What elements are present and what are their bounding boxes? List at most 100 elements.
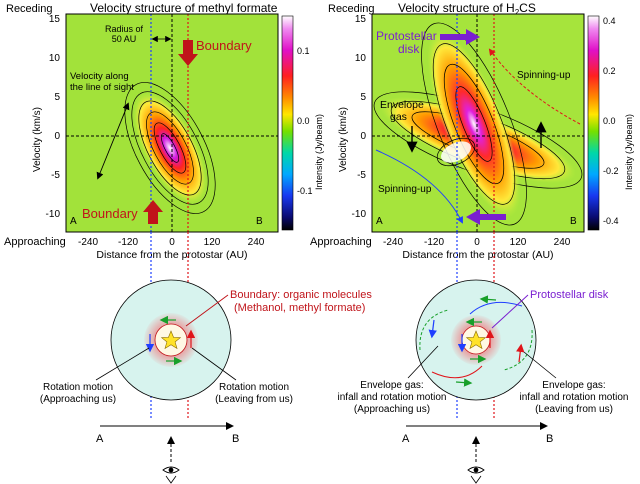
left-los-arrow — [96, 102, 130, 180]
left-radius-label-2: 50 AU — [112, 34, 137, 44]
left-colorbar-tick: 0.0 — [297, 116, 310, 126]
right-xlabel: Distance from the protostar (AU) — [402, 249, 553, 261]
right-axis-b: B — [546, 433, 553, 445]
right-pv-panel: Receding Velocity structure of H2CS — [310, 1, 634, 261]
left-ytick: 15 — [49, 14, 61, 25]
right-env-arrow-blue — [428, 319, 437, 339]
left-protostar-star — [160, 330, 182, 350]
right-emission — [373, 22, 583, 226]
right-infall-spiral-green-a — [419, 309, 449, 351]
left-rotation-right: Rotation motion — [219, 382, 289, 393]
left-yticks: 15 10 5 0 -5 -10 — [46, 14, 61, 220]
right-xtick: -120 — [424, 237, 444, 248]
right-env-arrow-red — [516, 343, 525, 363]
right-colorbar-tick: -0.4 — [603, 216, 619, 226]
right-yticks: 15 10 5 0 -5 -10 — [352, 14, 367, 220]
left-panel-title: Velocity structure of methyl formate — [90, 1, 278, 15]
right-ytick: 15 — [355, 14, 367, 25]
left-rotation-left-pointer — [95, 347, 150, 381]
left-boundary-bottom-arrow — [143, 200, 163, 224]
right-env-arrow-green-bottom — [455, 378, 473, 387]
right-ytick: 5 — [360, 92, 366, 103]
right-ylabel: Velocity (km/s) — [338, 107, 349, 172]
left-xticks: -240 -120 0 120 240 — [78, 237, 265, 248]
right-schematic: Protostellar disk Envelope gas: infall a… — [338, 279, 628, 484]
right-disk-top-arrow — [440, 29, 480, 45]
left-ytick: 5 — [54, 92, 60, 103]
left-rotation-right-2: (Leaving from us) — [215, 394, 293, 405]
left-plot-frame — [65, 13, 279, 233]
right-protostar-star — [465, 330, 487, 350]
left-xlabel: Distance from the protostar (AU) — [96, 249, 247, 261]
left-receding-label: Receding — [6, 3, 52, 15]
right-ytick: -5 — [357, 170, 366, 181]
left-observer-eye-icon — [162, 466, 180, 484]
right-env-right-3: (Leaving from us) — [535, 404, 613, 415]
right-title-suffix: CS — [519, 1, 536, 15]
left-ytick: -10 — [46, 209, 61, 220]
left-xtick: -240 — [78, 237, 98, 248]
left-ytick: 10 — [49, 53, 61, 64]
left-colorbar-tick: -0.1 — [297, 186, 313, 196]
right-colorbar-tick: 0.0 — [603, 116, 616, 126]
right-colorbar — [587, 15, 600, 231]
right-spin-up-top: Spinning-up — [517, 70, 571, 81]
left-ytick: -5 — [51, 170, 60, 181]
left-xtick: 240 — [248, 237, 265, 248]
right-panel-title: Velocity structure of H2CS — [398, 1, 536, 17]
right-disk-label-2: disk — [398, 42, 420, 56]
right-axis-a: A — [402, 433, 410, 445]
right-colorbar-label: Intensity (Jy/beam) — [624, 114, 634, 190]
left-axis-a: A — [96, 433, 104, 445]
right-receding-label: Receding — [328, 3, 374, 15]
right-xtick: 120 — [510, 237, 527, 248]
left-colorbar-tick: 0.1 — [297, 46, 310, 56]
left-boundary-bottom-label: Boundary — [82, 206, 138, 221]
right-corner-a: A — [376, 216, 383, 227]
right-xticks: -240 -120 0 120 240 — [383, 237, 571, 248]
right-corner-b: B — [570, 216, 577, 227]
left-xtick: 0 — [169, 237, 175, 248]
right-approaching-label: Approaching — [310, 236, 372, 248]
right-env-left: Envelope gas: — [360, 380, 423, 391]
right-env-left-3: (Approaching us) — [354, 404, 430, 415]
left-boundary-note-2: (Methanol, methyl formate) — [234, 302, 365, 314]
right-title-subscript: 2 — [515, 8, 520, 17]
right-xtick: 0 — [474, 237, 480, 248]
right-env-left-pointer — [407, 345, 439, 379]
right-disk-diagram-label: Protostellar disk — [530, 289, 609, 301]
left-approaching-label: Approaching — [4, 236, 66, 248]
left-colorbar-label: Intensity (Jy/beam) — [314, 114, 324, 190]
right-env-right: Envelope gas: — [542, 380, 605, 391]
right-ytick: -10 — [352, 209, 367, 220]
right-infall-spiral-red — [431, 365, 483, 379]
left-xtick: 120 — [204, 237, 221, 248]
right-spin-up-bottom: Spinning-up — [378, 184, 432, 195]
left-radius-label: Radius of — [105, 24, 144, 34]
right-colorbar-tick: 0.2 — [603, 66, 616, 76]
left-ytick: 0 — [54, 131, 60, 142]
right-disk-pointer — [491, 294, 529, 329]
right-observer-eye-icon — [467, 466, 485, 484]
right-disk-bottom-arrow — [466, 209, 506, 225]
left-boundary-pointer — [185, 294, 229, 327]
right-colorbar-tick: -0.2 — [603, 166, 619, 176]
left-xtick: -120 — [118, 237, 138, 248]
left-pv-panel: Receding Velocity structure of methyl fo… — [4, 1, 324, 261]
left-colorbar — [281, 15, 294, 231]
right-infall-spiral-green-b — [503, 329, 533, 371]
right-plot-frame — [371, 13, 585, 233]
right-envelope-label: Envelope — [380, 99, 424, 111]
right-env-right-pointer — [523, 351, 557, 379]
left-los-label-2: the line of sight — [70, 82, 134, 93]
left-boundary-top-label: Boundary — [196, 38, 252, 53]
right-xtick: -240 — [383, 237, 403, 248]
right-spin-up-top-curve — [488, 48, 581, 125]
left-axis-b: B — [232, 433, 239, 445]
right-env-left-2: infall and rotation motion — [338, 392, 447, 403]
left-corner-a: A — [70, 216, 77, 227]
left-rotation-right-pointer — [191, 347, 237, 381]
right-spin-up-bottom-curve — [375, 149, 463, 224]
